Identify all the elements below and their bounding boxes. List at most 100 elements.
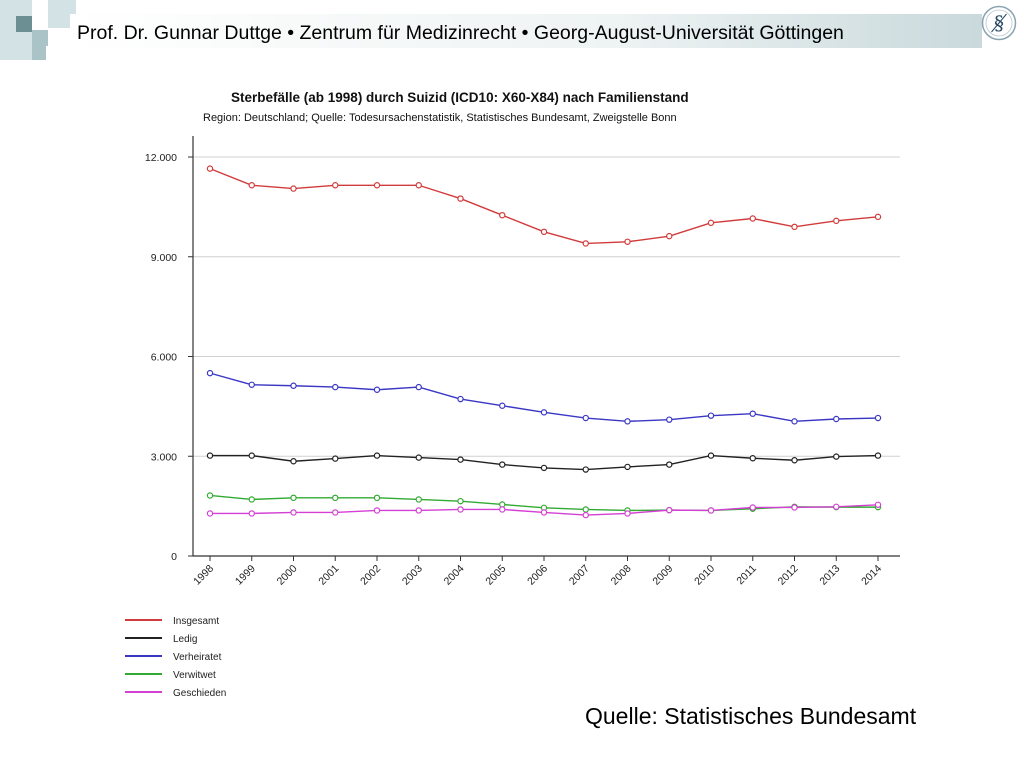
data-point <box>499 461 506 468</box>
data-point <box>833 415 840 423</box>
data-point <box>749 504 756 511</box>
data-point <box>791 418 798 425</box>
y-tick-label: 3.000 <box>151 451 177 463</box>
data-point <box>874 414 882 422</box>
data-point <box>540 509 548 516</box>
data-point <box>791 223 798 231</box>
data-point <box>332 383 339 391</box>
legend-label: Verwitwet <box>173 670 216 681</box>
x-tick-label: 2012 <box>776 563 801 588</box>
data-point <box>582 466 589 473</box>
data-point <box>791 504 798 511</box>
y-tick-labels: 0 3.000 6.000 9.000 12.000 <box>145 152 177 563</box>
data-point <box>206 369 214 377</box>
data-point <box>582 506 589 513</box>
data-point <box>540 464 548 472</box>
header-bar <box>70 14 982 48</box>
data-point <box>624 238 631 245</box>
legend: Insgesamt Ledig Verheiratet Verwitwet Geschi… <box>125 616 226 699</box>
data-point <box>666 416 673 423</box>
x-tick-label: 2004 <box>442 563 467 588</box>
data-point <box>499 211 506 219</box>
x-tick-label: 2014 <box>859 563 884 588</box>
data-point <box>707 412 715 419</box>
data-point <box>415 507 422 514</box>
data-point <box>332 494 339 502</box>
data-point <box>582 511 589 519</box>
decorative-square <box>32 46 46 60</box>
data-point <box>874 452 882 459</box>
data-point <box>206 510 214 517</box>
data-point <box>833 217 840 225</box>
data-point <box>540 409 548 416</box>
chart-title: Sterbefälle (ab 1998) durch Suizid (ICD1… <box>231 90 689 105</box>
data-point <box>457 456 464 463</box>
data-point <box>457 195 464 202</box>
data-point <box>290 458 297 465</box>
x-tick-label: 1998 <box>191 563 216 588</box>
x-tick-label: 2013 <box>817 563 842 588</box>
x-tick-label: 2006 <box>525 563 550 588</box>
data-point <box>624 463 631 471</box>
data-point <box>582 414 589 422</box>
data-point <box>332 509 339 516</box>
data-point <box>206 452 214 459</box>
data-point <box>248 381 255 388</box>
data-point <box>540 228 548 236</box>
x-tick-label: 2007 <box>567 563 592 588</box>
data-point <box>457 497 464 505</box>
x-tick-labels: 1998 1999 2000 2001 2002 2003 2004 2005 2006 2007… <box>191 563 884 588</box>
legend-label: Geschieden <box>173 688 226 699</box>
data-point <box>749 215 756 222</box>
data-point <box>373 452 381 459</box>
header-title: Prof. Dr. Gunnar Duttge • Zentrum für Me… <box>77 22 844 44</box>
y-tick-label: 12.000 <box>145 152 177 164</box>
data-point <box>248 510 255 517</box>
data-point <box>332 455 339 462</box>
data-point <box>666 506 673 514</box>
data-point <box>749 410 756 417</box>
data-point <box>707 507 715 514</box>
x-tick-label: 2010 <box>692 563 717 588</box>
section-sign-seal-icon: § <box>981 5 1017 41</box>
legend-label: Ledig <box>173 634 197 645</box>
axes <box>188 136 900 561</box>
data-point <box>874 213 882 221</box>
data-point <box>624 510 631 517</box>
data-point <box>415 454 422 461</box>
x-tick-label: 2002 <box>358 563 383 588</box>
series-points <box>206 165 882 519</box>
data-point <box>749 455 756 462</box>
data-point <box>206 492 214 499</box>
data-point <box>457 506 464 513</box>
data-point <box>457 395 464 403</box>
decorative-square <box>32 0 48 16</box>
data-point <box>248 182 255 189</box>
data-point <box>290 494 297 502</box>
data-point <box>666 461 673 468</box>
data-point <box>833 503 840 510</box>
legend-label: Verheiratet <box>173 652 222 663</box>
y-tick-label: 0 <box>171 551 177 563</box>
x-tick-label: 1999 <box>233 563 258 588</box>
data-point <box>499 402 506 409</box>
data-point <box>415 496 422 503</box>
data-point <box>248 452 255 459</box>
x-tick-label: 2008 <box>609 563 634 588</box>
data-point <box>373 507 381 514</box>
x-tick-label: 2001 <box>316 563 341 588</box>
data-point <box>415 383 422 391</box>
data-point <box>707 452 715 459</box>
x-tick-label: 2003 <box>400 563 425 588</box>
data-point <box>206 165 214 172</box>
chart-subtitle: Region: Deutschland; Quelle: Todesursach… <box>203 112 677 124</box>
data-point <box>582 240 589 247</box>
data-point <box>833 453 840 460</box>
data-point <box>290 509 297 516</box>
gridlines <box>193 156 900 457</box>
data-point <box>290 185 297 192</box>
data-point <box>666 232 673 240</box>
decorative-square <box>16 16 32 32</box>
decorative-square <box>32 30 48 46</box>
